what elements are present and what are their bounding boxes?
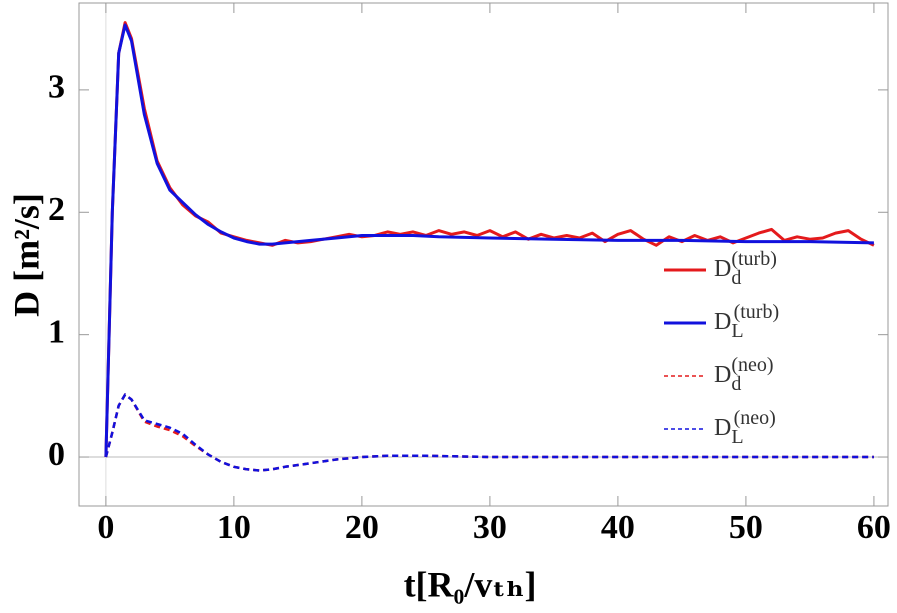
x-tick-label: 20 (345, 509, 379, 546)
y-tick-label: 3 (48, 69, 65, 106)
x-tick-label: 10 (217, 509, 251, 546)
legend-label: DL(neo) (714, 407, 776, 448)
y-axis-label: D [m²/s] (6, 193, 46, 317)
x-tick-label: 50 (729, 509, 763, 546)
legend-label: Dd(neo) (714, 354, 774, 395)
x-tick-label: 30 (473, 509, 507, 546)
plot-frame (78, 2, 889, 507)
x-tick-label: 40 (601, 509, 635, 546)
legend-label: Dd(turb) (714, 248, 777, 289)
x-tick-label: 0 (97, 509, 114, 546)
x-axis-label: t[R₀/vₜₕ] (404, 564, 537, 604)
y-tick-label: 1 (48, 313, 65, 350)
y-tick-label: 0 (48, 436, 65, 473)
x-tick-label: 60 (857, 509, 891, 546)
series-line (104, 23, 874, 458)
legend-label: DL(turb) (714, 301, 779, 342)
y-tick-label: 2 (48, 191, 65, 228)
series-line (104, 21, 875, 458)
